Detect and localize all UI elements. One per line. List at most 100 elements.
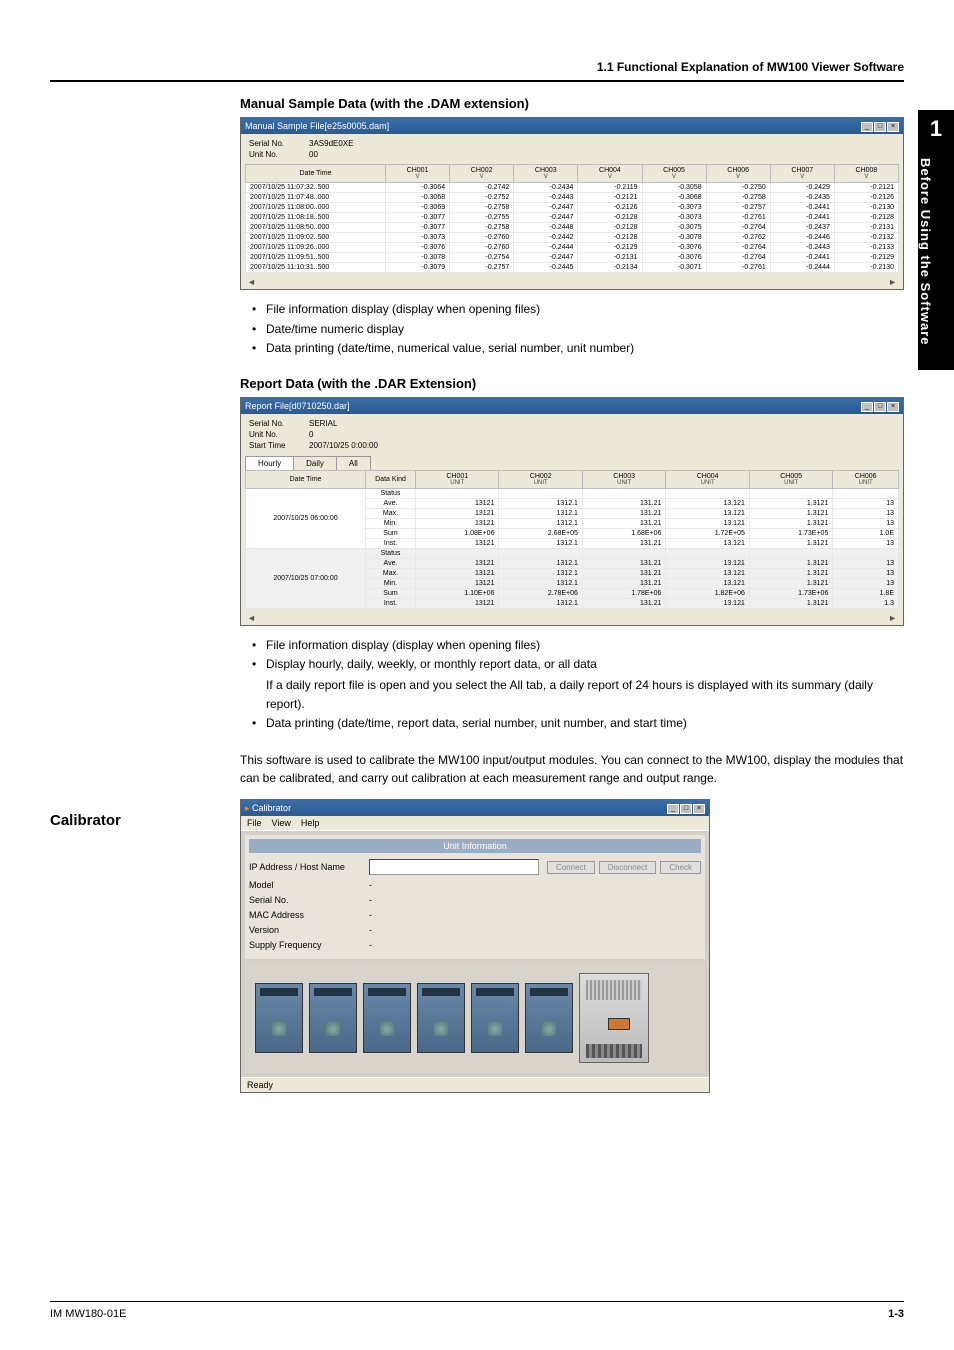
- menu-help[interactable]: Help: [301, 818, 320, 828]
- menu-bar[interactable]: File View Help: [241, 816, 709, 831]
- page-number: 1-3: [888, 1308, 904, 1320]
- heatsink-icon: [586, 980, 642, 1000]
- col-header: CH002UNIT: [499, 470, 582, 488]
- close-icon[interactable]: ×: [887, 122, 899, 132]
- table-row[interactable]: 2007/10/25 11:09:26..000-0.3076-0.2760-0…: [246, 243, 899, 253]
- page-header: 1.1 Functional Explanation of MW100 View…: [50, 60, 904, 82]
- table-row[interactable]: 2007/10/25 11:09:02..500-0.3073-0.2760-0…: [246, 233, 899, 243]
- calibrator-window: ▸ Calibrator _□× File View Help Unit Infor…: [240, 799, 710, 1093]
- field-value: -: [369, 940, 372, 950]
- table-row[interactable]: 2007/10/25 11:09:51..500-0.3078-0.2754-0…: [246, 253, 899, 263]
- maximize-icon[interactable]: □: [874, 402, 886, 412]
- page-footer: IM MW180-01E 1-3: [50, 1301, 904, 1320]
- check-button[interactable]: Check: [660, 861, 701, 874]
- unit-info-panel: Unit Information IP Address / Host Name C…: [245, 835, 705, 959]
- bullet-item: Display hourly, daily, weekly, or monthl…: [252, 655, 904, 715]
- unit-value: 00: [309, 149, 318, 160]
- col-header: CH008V: [834, 165, 898, 183]
- serial-label: Serial No.: [249, 418, 309, 429]
- start-label: Start Time: [249, 440, 309, 451]
- window-controls[interactable]: _□×: [860, 400, 899, 412]
- menu-file[interactable]: File: [247, 818, 262, 828]
- start-value: 2007/10/25 0:00:00: [309, 440, 378, 451]
- table-row[interactable]: 2007/10/25 11:07:32..500-0.3064-0.2742-0…: [246, 183, 899, 193]
- module-slot[interactable]: [471, 983, 519, 1053]
- table-row[interactable]: 2007/10/25 11:08:50..000-0.3077-0.2758-0…: [246, 223, 899, 233]
- window-titlebar[interactable]: Manual Sample File[e25s0005.dam] _□×: [241, 118, 903, 134]
- tab-hourly[interactable]: Hourly: [245, 456, 294, 470]
- table-row[interactable]: 2007/10/25 07:00:00Status: [246, 548, 899, 558]
- module-slot[interactable]: [363, 983, 411, 1053]
- connect-button[interactable]: Connect: [547, 861, 595, 874]
- field-label: IP Address / Host Name: [249, 862, 369, 872]
- scroll-left-icon[interactable]: ◄: [247, 277, 256, 287]
- col-header: CH006UNIT: [833, 470, 899, 488]
- display-icon: [608, 1018, 630, 1030]
- field-row: Supply Frequency-: [249, 940, 701, 950]
- table-row[interactable]: 2007/10/25 11:07:48..000-0.3068-0.2752-0…: [246, 193, 899, 203]
- minimize-icon[interactable]: _: [861, 402, 873, 412]
- close-icon[interactable]: ×: [693, 804, 705, 814]
- manual-sample-window: Manual Sample File[e25s0005.dam] _□× Ser…: [240, 117, 904, 290]
- tab-daily[interactable]: Daily: [293, 456, 337, 470]
- field-row: MAC Address-: [249, 910, 701, 920]
- calibrator-description: This software is used to calibrate the M…: [240, 751, 904, 787]
- col-header: CH001UNIT: [416, 470, 499, 488]
- window-titlebar[interactable]: Report File[d0710250.dar] _□×: [241, 398, 903, 414]
- scroll-left-icon[interactable]: ◄: [247, 613, 256, 623]
- field-label: Serial No.: [249, 895, 369, 905]
- col-header: CH005UNIT: [749, 470, 832, 488]
- panel-header: Unit Information: [249, 839, 701, 853]
- field-label: Supply Frequency: [249, 940, 369, 950]
- ip-address-input[interactable]: [369, 859, 539, 875]
- window-title: Calibrator: [252, 803, 291, 813]
- tab-all[interactable]: All: [336, 456, 371, 470]
- minimize-icon[interactable]: _: [861, 122, 873, 132]
- close-icon[interactable]: ×: [887, 402, 899, 412]
- doc-number: IM MW180-01E: [50, 1308, 126, 1320]
- bullet-item: Data printing (date/time, numerical valu…: [252, 339, 904, 358]
- window-controls[interactable]: _□×: [860, 120, 899, 132]
- col-header: CH003V: [514, 165, 578, 183]
- table-row[interactable]: 2007/10/25 11:08:00..000-0.3069-0.2758-0…: [246, 203, 899, 213]
- maximize-icon[interactable]: □: [874, 122, 886, 132]
- module-slot[interactable]: [309, 983, 357, 1053]
- scroll-right-icon[interactable]: ►: [888, 613, 897, 623]
- window-controls[interactable]: _□×: [666, 802, 705, 814]
- window-titlebar[interactable]: ▸ Calibrator _□×: [241, 800, 709, 816]
- col-header: CH006V: [706, 165, 770, 183]
- unit-label: Unit No.: [249, 429, 309, 440]
- bullet-item: File information display (display when o…: [252, 636, 904, 655]
- section1-bullets: File information display (display when o…: [252, 300, 904, 358]
- field-row: Version-: [249, 925, 701, 935]
- table-row[interactable]: 2007/10/25 11:08:18..500-0.3077-0.2755-0…: [246, 213, 899, 223]
- field-value: -: [369, 895, 372, 905]
- module-slot[interactable]: [525, 983, 573, 1053]
- psu-module: [579, 973, 649, 1063]
- section2-heading: Report Data (with the .DAR Extension): [240, 376, 904, 391]
- bullet-subtext: If a daily report file is open and you s…: [266, 676, 904, 714]
- col-header: CH004UNIT: [666, 470, 749, 488]
- module-slot[interactable]: [255, 983, 303, 1053]
- maximize-icon[interactable]: □: [680, 804, 692, 814]
- report-tabs[interactable]: HourlyDailyAll: [241, 456, 903, 470]
- table-row[interactable]: 2007/10/25 06:00:00Status: [246, 488, 899, 498]
- col-header: CH001V: [386, 165, 450, 183]
- field-value: -: [369, 880, 372, 890]
- field-value: -: [369, 910, 372, 920]
- table-row[interactable]: 2007/10/25 11:10:31..500-0.3079-0.2757-0…: [246, 263, 899, 273]
- section1-heading: Manual Sample Data (with the .DAM extens…: [240, 96, 904, 111]
- unit-label: Unit No.: [249, 149, 309, 160]
- terminal-icon: [586, 1044, 642, 1058]
- report-table: Date TimeData KindCH001UNITCH002UNITCH00…: [245, 470, 899, 609]
- window-title: Report File[d0710250.dar]: [245, 401, 350, 411]
- field-value: -: [369, 925, 372, 935]
- disconnect-button[interactable]: Disconnect: [599, 861, 657, 874]
- module-rack: [245, 963, 705, 1073]
- scroll-right-icon[interactable]: ►: [888, 277, 897, 287]
- serial-value: 3AS9dE0XE: [309, 138, 353, 149]
- minimize-icon[interactable]: _: [667, 804, 679, 814]
- menu-view[interactable]: View: [272, 818, 291, 828]
- module-slot[interactable]: [417, 983, 465, 1053]
- field-label: MAC Address: [249, 910, 369, 920]
